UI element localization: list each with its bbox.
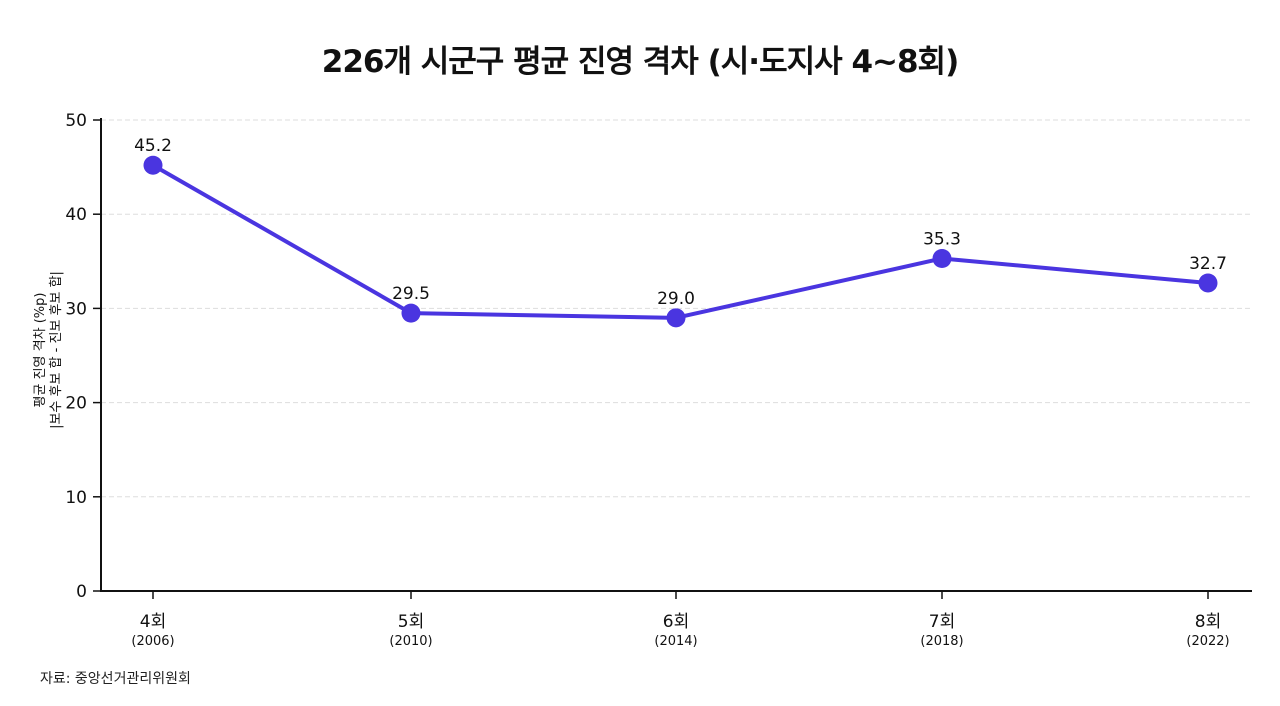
data-label: 29.0	[657, 289, 695, 309]
data-point	[401, 303, 421, 323]
data-points	[143, 155, 1218, 328]
x-tick-year-label: (2014)	[654, 634, 697, 649]
y-tick-label: 50	[65, 111, 87, 131]
y-axis-label-line-1: 평균 진영 격차 (%p)	[33, 293, 48, 408]
data-point	[143, 155, 163, 175]
data-label: 29.5	[392, 284, 430, 304]
x-tick-year-label: (2006)	[131, 634, 174, 649]
x-ticks: 4회 (2006) 5회 (2010) 6회 (2014) 7회 (2018) 8회 (2022)	[131, 591, 1230, 649]
y-ticks: 0 10 20 30 40 50	[65, 111, 101, 602]
data-point	[666, 308, 686, 328]
x-tick-year-label: (2018)	[920, 634, 963, 649]
y-tick-label: 10	[65, 488, 87, 508]
x-tick-label: 4회	[140, 612, 166, 632]
data-labels: 45.2 29.5 29.0 35.3 32.7	[134, 136, 1227, 309]
y-axis-label-line-2: |보수 후보 합 - 진보 후보 합|	[49, 271, 64, 429]
data-point	[932, 248, 952, 268]
data-label: 35.3	[923, 229, 961, 249]
y-tick-label: 0	[76, 582, 87, 602]
data-label: 45.2	[134, 136, 172, 156]
x-tick-year-label: (2010)	[389, 634, 432, 649]
x-tick-label: 8회	[1195, 612, 1221, 632]
chart-title: 226개 시군구 평균 진영 격차 (시·도지사 4~8회)	[321, 44, 960, 80]
y-tick-label: 40	[65, 205, 87, 225]
x-tick-label: 5회	[398, 612, 424, 632]
data-label: 32.7	[1189, 254, 1227, 274]
y-tick-label: 20	[65, 394, 87, 414]
axes	[100, 118, 1252, 592]
data-point	[1198, 273, 1218, 293]
y-axis-label: 평균 진영 격차 (%p) |보수 후보 합 - 진보 후보 합|	[33, 271, 64, 429]
y-tick-label: 30	[65, 299, 87, 319]
x-tick-label: 7회	[929, 612, 955, 632]
x-tick-label: 6회	[663, 612, 689, 632]
source-note: 자료: 중앙선거관리위원회	[40, 671, 191, 687]
x-tick-year-label: (2022)	[1186, 634, 1229, 649]
